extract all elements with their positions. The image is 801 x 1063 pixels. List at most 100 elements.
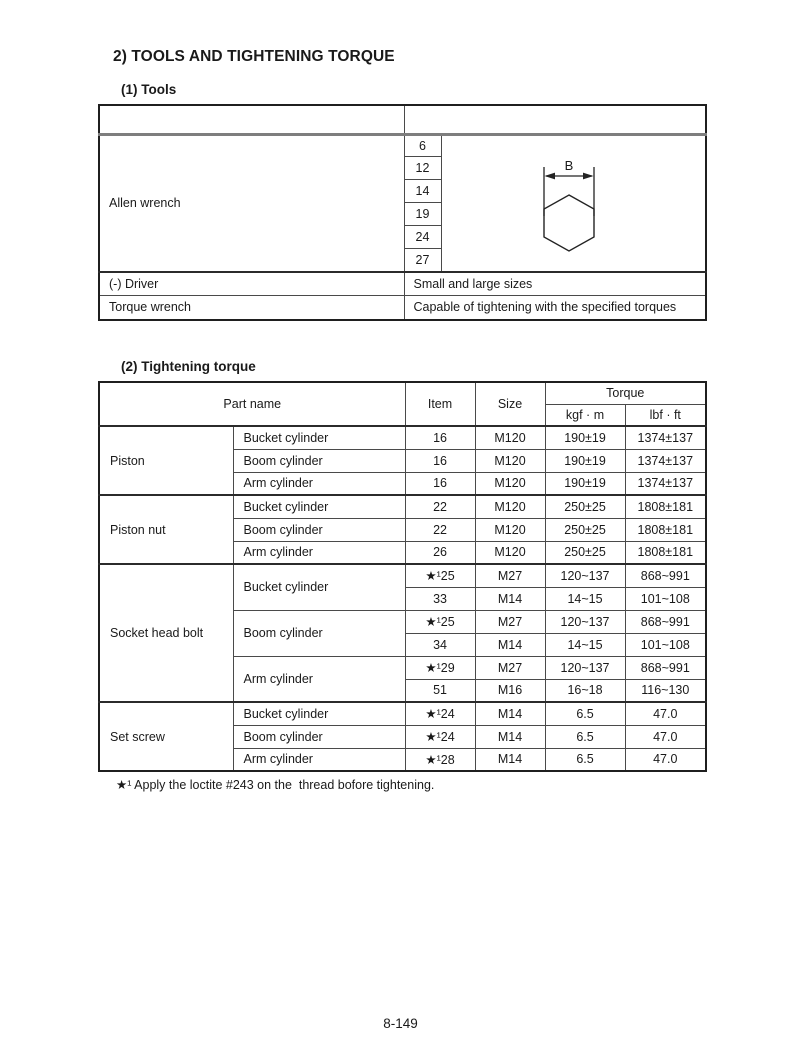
kgf-cell: 190±19: [544, 448, 626, 473]
torque-table-row: Arm cylinder 16 M120 190±19 1374±137: [99, 471, 707, 496]
item-cell: 16: [404, 425, 476, 450]
part-sub-cell: Boom cylinder: [232, 609, 406, 657]
kgf-cell: 6.5: [544, 747, 626, 772]
tools-header-row: [98, 104, 707, 136]
lbf-cell: 868~991: [624, 609, 707, 634]
loctite-footnote: ★¹ Apply the loctite #243 on the thread …: [116, 778, 435, 792]
part-group-cell: Socket head bolt: [98, 563, 234, 703]
size-cell: M27: [474, 655, 546, 680]
size-cell: M120: [474, 494, 546, 519]
allen-size-cell: 6: [403, 133, 442, 158]
torque-header: Torque: [544, 381, 707, 405]
kgf-cell: 190±19: [544, 471, 626, 496]
part-sub-cell: Arm cylinder: [232, 747, 406, 772]
item-cell: ★¹24: [404, 701, 476, 726]
page-number: 8-149: [383, 1016, 418, 1031]
torque-table-body: Piston Bucket cylinder 16 M120 190±19 1374±13…: [98, 425, 707, 772]
part-sub-cell: Bucket cylinder: [232, 494, 406, 519]
allen-size-cell: 19: [403, 202, 442, 227]
lbf-cell: 116~130: [624, 678, 707, 703]
torque-table-row: Boom cylinder ★¹25 M27 120~137 868~991: [99, 609, 707, 657]
item-cell: 16: [404, 471, 476, 496]
lbf-cell: 868~991: [624, 655, 707, 680]
part-sub-cell: Arm cylinder: [232, 655, 406, 703]
size-cell: M14: [474, 724, 546, 749]
item-cell: 16: [404, 448, 476, 473]
item-cell: ★¹24: [404, 724, 476, 749]
torque-wrench-row: Torque wrench Capable of tightening with…: [98, 295, 707, 320]
allen-size-cell: 27: [403, 248, 442, 272]
size-cell: M14: [474, 586, 546, 611]
lbf-cell: 1374±137: [624, 471, 707, 496]
torque-table-header: Part name Item Size Torque kgf · m lbf ·…: [98, 381, 707, 427]
item-cell: ★¹25: [404, 563, 476, 588]
tool-name-cell: (-) Driver: [98, 270, 405, 296]
allen-size-row: 27: [99, 248, 706, 272]
size-cell: M14: [474, 747, 546, 772]
part-group-cell: Piston: [98, 425, 234, 496]
torque-subtitle: (2) Tightening torque: [121, 359, 256, 374]
size-cell: M14: [474, 701, 546, 726]
section-title: 2) TOOLS AND TIGHTENING TORQUE: [113, 48, 395, 65]
tools-header-cell-right: [403, 104, 707, 136]
allen-wrench-row: Allen wrench 6 B: [98, 133, 707, 272]
tools-header-cell-left: [98, 104, 405, 136]
lbf-cell: 868~991: [624, 563, 707, 588]
tools-subtitle: (1) Tools: [121, 82, 177, 97]
size-cell: M16: [474, 678, 546, 703]
item-cell: 33: [404, 586, 476, 611]
part-name-header: Part name: [98, 381, 406, 427]
size-cell: M120: [474, 517, 546, 542]
driver-row: (-) Driver Small and large sizes: [98, 270, 707, 296]
part-group-cell: Piston nut: [98, 494, 234, 565]
allen-size-row: 24: [99, 225, 706, 250]
torque-table-row: Arm cylinder ★¹28 M14 6.5 47.0: [99, 747, 707, 772]
dimension-label: B: [564, 158, 573, 173]
item-cell: 51: [404, 678, 476, 703]
lbf-cell: 1374±137: [624, 448, 707, 473]
lbf-header: lbf · ft: [624, 403, 707, 427]
part-sub-cell: Bucket cylinder: [232, 425, 406, 450]
lbf-cell: 47.0: [624, 724, 707, 749]
torque-table-row: Piston nut Bucket cylinder 22 M120 250±25 180…: [98, 494, 707, 565]
tool-name-cell: Torque wrench: [98, 295, 405, 320]
allen-size-cell: 14: [403, 179, 442, 204]
kgf-header: kgf · m: [544, 403, 626, 427]
size-cell: M27: [474, 609, 546, 634]
tool-desc-cell: Small and large sizes: [403, 270, 707, 296]
torque-table-row: Boom cylinder 16 M120 190±19 1374±137: [99, 448, 707, 473]
part-sub-cell: Arm cylinder: [232, 540, 406, 565]
item-header: Item: [404, 381, 476, 427]
size-cell: M27: [474, 563, 546, 588]
torque-table-row: 33 M14 14~15 101~108: [99, 586, 707, 611]
part-sub-cell: Arm cylinder: [232, 471, 406, 496]
kgf-cell: 120~137: [544, 655, 626, 680]
torque-table-row: Piston Bucket cylinder 16 M120 190±19 1374±13…: [98, 425, 707, 496]
allen-diagram-cell: B: [440, 133, 707, 272]
size-cell: M120: [474, 471, 546, 496]
lbf-cell: 1808±181: [624, 540, 707, 565]
item-cell: 26: [404, 540, 476, 565]
torque-table-row: 34 M14 14~15 101~108: [99, 632, 707, 657]
size-cell: M120: [474, 448, 546, 473]
tool-desc-cell: Capable of tightening with the specified…: [403, 295, 707, 320]
kgf-cell: 120~137: [544, 609, 626, 634]
torque-table: Part name Item Size Torque kgf · m lbf ·…: [98, 381, 708, 772]
item-cell: ★¹25: [404, 609, 476, 634]
kgf-cell: 250±25: [544, 494, 626, 519]
torque-table-row: 51 M16 16~18 116~130: [99, 678, 707, 703]
part-sub-cell: Boom cylinder: [232, 724, 406, 749]
torque-table-row: Socket head bolt Bucket cylinder ★¹25 M27 12…: [98, 563, 707, 703]
torque-table-row: Arm cylinder 26 M120 250±25 1808±181: [99, 540, 707, 565]
allen-size-cell: 24: [403, 225, 442, 250]
part-group-cell: Set screw: [98, 701, 234, 772]
part-sub-cell: Bucket cylinder: [232, 701, 406, 726]
lbf-cell: 1374±137: [624, 425, 707, 450]
lbf-cell: 47.0: [624, 701, 707, 726]
item-cell: 22: [404, 517, 476, 542]
kgf-cell: 250±25: [544, 540, 626, 565]
kgf-cell: 190±19: [544, 425, 626, 450]
part-sub-cell: Bucket cylinder: [232, 563, 406, 611]
size-header: Size: [474, 381, 546, 427]
